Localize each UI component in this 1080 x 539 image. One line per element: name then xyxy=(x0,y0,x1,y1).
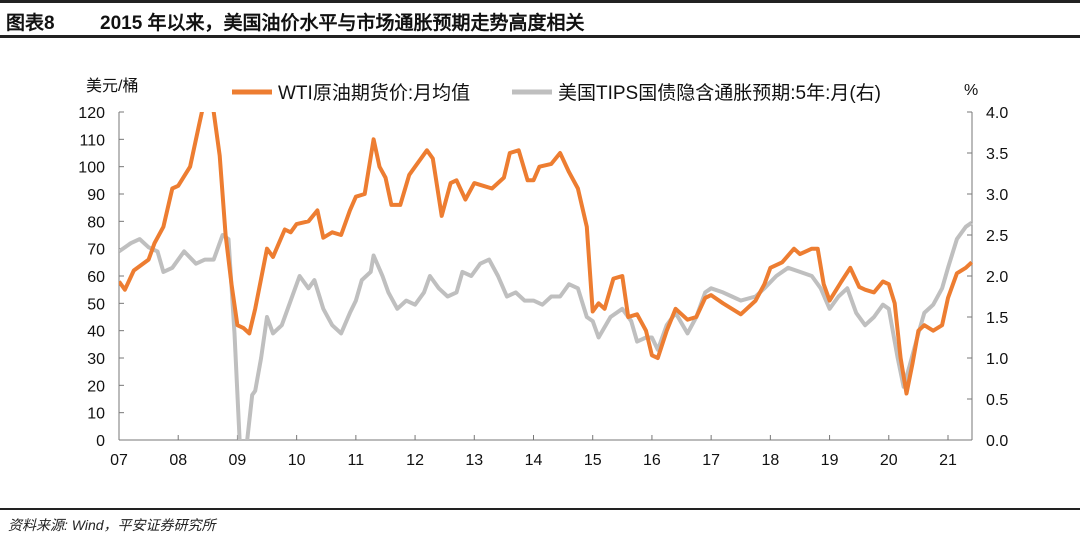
figure-title: 2015 年以来，美国油价水平与市场通胀预期走势高度相关 xyxy=(100,13,585,34)
figure-label: 图表8 xyxy=(6,13,55,34)
right-tick-label: 1.5 xyxy=(986,310,1008,327)
right-axis-unit: % xyxy=(964,82,978,99)
left-tick-label: 100 xyxy=(78,160,105,177)
right-tick-label: 0.5 xyxy=(986,392,1008,409)
legend-label: WTI原油期货价:月均值 xyxy=(278,82,470,104)
right-tick-label: 2.0 xyxy=(986,269,1008,286)
x-tick-label: 18 xyxy=(761,452,779,469)
x-tick-label: 15 xyxy=(584,452,602,469)
x-tick-label: 10 xyxy=(288,452,306,469)
right-tick-label: 3.5 xyxy=(986,146,1008,163)
source-text: 资料来源: Wind，平安证券研究所 xyxy=(8,517,216,533)
x-tick-label: 20 xyxy=(880,452,898,469)
x-tick-label: 11 xyxy=(348,452,365,469)
x-tick-label: 14 xyxy=(525,452,543,469)
left-axis-unit: 美元/桶 xyxy=(86,77,138,95)
left-tick-label: 80 xyxy=(87,214,105,231)
x-tick-label: 21 xyxy=(939,452,957,469)
left-tick-label: 0 xyxy=(96,433,105,450)
x-tick-label: 16 xyxy=(643,452,661,469)
left-tick-label: 50 xyxy=(87,296,105,313)
series-line-tips xyxy=(119,221,973,440)
left-tick-label: 60 xyxy=(87,269,105,286)
x-tick-label: 09 xyxy=(229,452,247,469)
left-tick-label: 30 xyxy=(87,351,105,368)
left-tick-label: 90 xyxy=(87,187,105,204)
x-tick-label: 13 xyxy=(465,452,483,469)
figure-header: 图表8 2015 年以来，美国油价水平与市场通胀预期走势高度相关 xyxy=(0,0,1080,38)
source-note: 资料来源: Wind，平安证券研究所 xyxy=(0,508,1080,533)
right-tick-label: 1.0 xyxy=(986,351,1008,368)
left-tick-label: 40 xyxy=(87,324,105,341)
x-tick-label: 12 xyxy=(406,452,424,469)
left-tick-label: 110 xyxy=(79,132,105,149)
series-line-wti xyxy=(119,112,973,396)
right-tick-label: 0.0 xyxy=(986,433,1008,450)
left-tick-label: 70 xyxy=(87,242,105,259)
right-tick-label: 2.5 xyxy=(986,228,1008,245)
x-tick-label: 19 xyxy=(821,452,839,469)
x-tick-label: 08 xyxy=(169,452,187,469)
x-tick-label: 17 xyxy=(702,452,720,469)
x-tick-label: 07 xyxy=(110,452,128,469)
left-tick-label: 120 xyxy=(78,105,105,122)
right-tick-label: 3.0 xyxy=(986,187,1008,204)
right-tick-label: 4.0 xyxy=(986,105,1008,122)
legend-label: 美国TIPS国债隐含通胀预期:5年:月(右) xyxy=(558,82,881,104)
left-tick-label: 20 xyxy=(87,378,105,395)
left-tick-label: 10 xyxy=(87,406,105,423)
